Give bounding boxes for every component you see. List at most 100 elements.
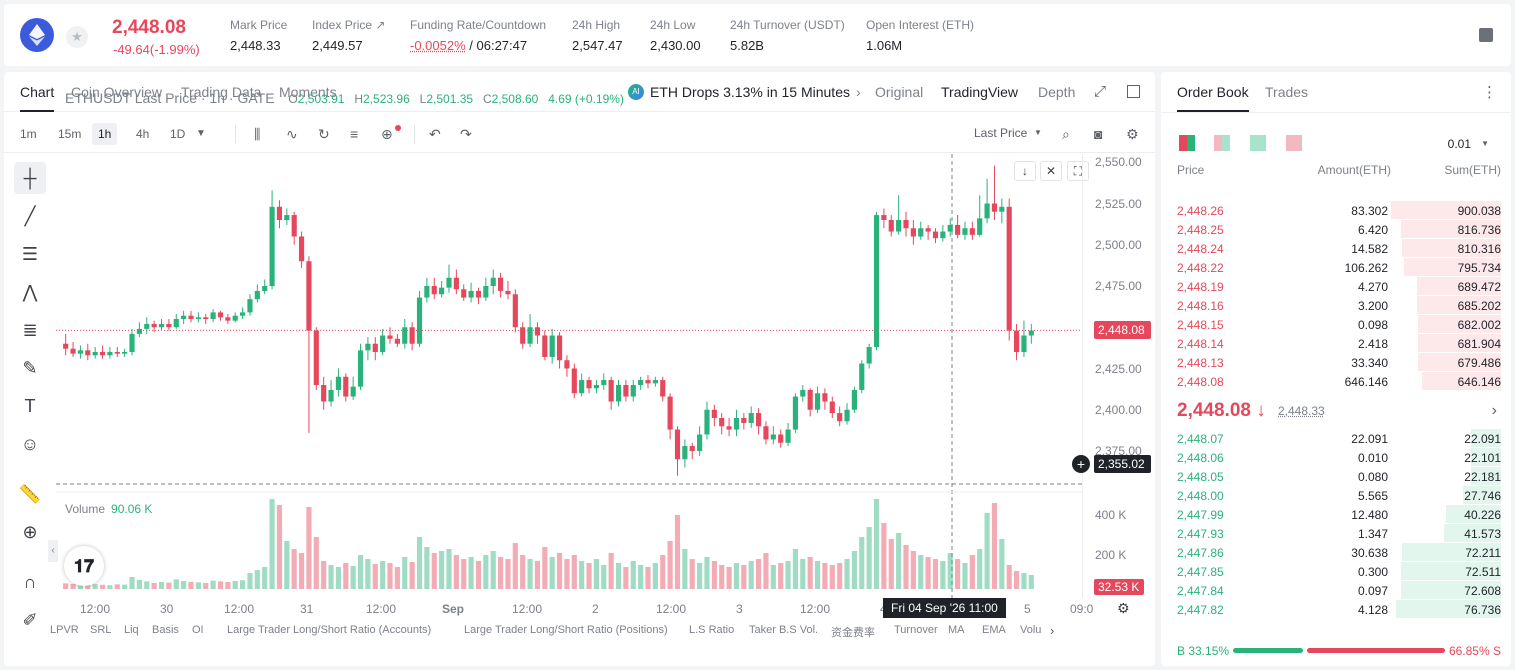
brush-icon[interactable]: ✎	[22, 357, 38, 378]
arrow-down-icon[interactable]: ↓	[1014, 161, 1036, 181]
replay-icon[interactable]: ↻	[318, 126, 330, 142]
add-order-icon[interactable]: +	[1072, 455, 1090, 473]
window-icon[interactable]	[1127, 85, 1140, 98]
interval-1m[interactable]: 1m	[20, 127, 37, 141]
search-icon[interactable]: ⌕	[1062, 126, 1070, 142]
magnet-icon[interactable]: ∩	[23, 571, 37, 592]
pencil-lock-icon[interactable]: ✐	[22, 609, 38, 630]
volume-bar	[85, 585, 91, 589]
indicator-item[interactable]: Liq	[124, 624, 139, 636]
order-row[interactable]: 2,447.99 12.480 40.226	[1161, 505, 1511, 524]
favorite-star-icon[interactable]: ★	[66, 26, 88, 48]
guide-book-icon[interactable]	[1479, 28, 1493, 42]
view-asks-bids-icon[interactable]	[1214, 135, 1230, 151]
order-row[interactable]: 2,448.00 5.565 27.746	[1161, 486, 1511, 505]
redo-icon[interactable]: ↷	[460, 126, 472, 142]
pattern-icon[interactable]: ⋀	[22, 281, 38, 302]
stat-index-price[interactable]: Index Price ↗ 2,449.57	[312, 18, 385, 53]
indicator-item[interactable]: Volu	[1020, 624, 1042, 636]
order-row[interactable]: 2,448.08 646.146 646.146	[1161, 372, 1511, 391]
tab-order-book[interactable]: Order Book	[1177, 84, 1249, 112]
tab-trades[interactable]: Trades	[1265, 84, 1309, 100]
indicator-item[interactable]: L.S Ratio	[689, 624, 735, 636]
indicator-item[interactable]: Basis	[152, 624, 179, 636]
tab-coin-overview[interactable]: Coin Overview	[71, 84, 163, 100]
collapse-icon[interactable]: ✕	[1040, 161, 1062, 181]
order-row[interactable]: 2,447.85 0.300 72.511	[1161, 562, 1511, 581]
candle-body	[151, 323, 157, 328]
undo-icon[interactable]: ↶	[429, 126, 441, 142]
order-row[interactable]: 2,447.93 1.347 41.573	[1161, 524, 1511, 543]
view-depth[interactable]: Depth	[1038, 84, 1076, 100]
interval-1d[interactable]: 1D	[170, 127, 186, 141]
templates-icon[interactable]: ≡	[350, 126, 359, 142]
price-type-select[interactable]: Last Price	[974, 126, 1028, 140]
candle-type-icon[interactable]: ⫼	[254, 126, 261, 142]
crosshair-icon[interactable]: ┼	[14, 162, 46, 194]
order-row[interactable]: 2,448.14 2.418 681.904	[1161, 334, 1511, 353]
order-row[interactable]: 2,448.25 6.420 816.736	[1161, 220, 1511, 239]
order-row[interactable]: 2,448.15 0.098 682.002	[1161, 315, 1511, 334]
trendline-icon[interactable]: ╱	[24, 205, 36, 226]
tab-moments[interactable]: Moments	[279, 84, 337, 100]
expand-icon[interactable]: ⤢	[1094, 83, 1107, 100]
indicator-item[interactable]: LPVR	[50, 624, 79, 636]
settings-icon[interactable]: ⚙	[1117, 600, 1130, 616]
indicator-scroll-right-icon[interactable]: ›	[1050, 623, 1055, 638]
indicators-icon[interactable]: ∿	[286, 126, 298, 142]
precision-select[interactable]: 0.01	[1447, 137, 1471, 151]
indicator-item[interactable]: MA	[948, 624, 965, 636]
news-alert[interactable]: AI ETH Drops 3.13% in 15 Minutes ›	[628, 84, 861, 100]
view-both-icon[interactable]	[1179, 135, 1195, 151]
view-tradingview[interactable]: TradingView	[941, 84, 1019, 100]
interval-4h[interactable]: 4h	[136, 127, 150, 141]
order-row[interactable]: 2,448.19 4.270 689.472	[1161, 277, 1511, 296]
order-row[interactable]: 2,448.13 33.340 679.486	[1161, 353, 1511, 372]
indicator-item[interactable]: Large Trader Long/Short Ratio (Positions…	[464, 624, 668, 636]
indicator-item[interactable]: EMA	[982, 624, 1006, 636]
indicator-item[interactable]: Large Trader Long/Short Ratio (Accounts)	[227, 624, 432, 636]
order-row[interactable]: 2,447.82 4.128 76.736	[1161, 600, 1511, 619]
tradingview-logo-icon[interactable]: 𝟏𝟕	[64, 546, 104, 586]
order-row[interactable]: 2,448.24 14.582 810.316	[1161, 239, 1511, 258]
add-alert-icon[interactable]: ⊕	[381, 126, 393, 142]
chevron-down-icon[interactable]: ▼	[1481, 139, 1489, 148]
order-row[interactable]: 2,447.84 0.097 72.608	[1161, 581, 1511, 600]
camera-icon[interactable]: ◙	[1094, 126, 1103, 142]
interval-15m[interactable]: 15m	[58, 127, 82, 141]
indicator-item[interactable]: OI	[192, 624, 204, 636]
order-row[interactable]: 2,448.16 3.200 685.202	[1161, 296, 1511, 315]
order-row[interactable]: 2,448.26 83.302 900.038	[1161, 201, 1511, 220]
candlestick-chart[interactable]	[56, 154, 1082, 599]
order-row[interactable]: 2,447.86 30.638 72.211	[1161, 543, 1511, 562]
order-row[interactable]: 2,448.07 22.091 22.091	[1161, 429, 1511, 448]
tab-chart[interactable]: Chart	[20, 84, 55, 112]
price-axis[interactable]	[1082, 154, 1151, 598]
indicator-item[interactable]: Taker B.S Vol.	[749, 624, 819, 636]
order-row[interactable]: 2,448.22 106.262 795.734	[1161, 258, 1511, 277]
chevron-down-icon[interactable]: ▼	[1034, 128, 1042, 137]
text-icon[interactable]: T	[24, 395, 36, 416]
horizontal-lines-icon[interactable]: ☰	[21, 243, 39, 264]
order-row[interactable]: 2,448.06 0.010 22.101	[1161, 448, 1511, 467]
collapse-toolbar-icon[interactable]: ‹	[48, 540, 58, 562]
fullscreen-icon[interactable]: ⛶	[1067, 161, 1089, 181]
chevron-right-icon[interactable]: ›	[1491, 402, 1497, 419]
tab-trading-data[interactable]: Trading Data	[181, 84, 262, 100]
order-row[interactable]: 2,448.05 0.080 22.181	[1161, 467, 1511, 486]
zoom-in-icon[interactable]: ⊕	[22, 521, 38, 542]
fib-icon[interactable]: ≣	[22, 319, 38, 340]
ruler-icon[interactable]: 📏	[18, 483, 42, 504]
indicator-item[interactable]: Turnover	[894, 624, 938, 636]
indicator-item[interactable]: SRL	[90, 624, 112, 636]
more-menu-icon[interactable]: ⋮	[1482, 84, 1497, 101]
view-asks-icon[interactable]	[1286, 135, 1302, 151]
indicator-item[interactable]: 资金费率	[831, 627, 875, 639]
view-bids-icon[interactable]	[1250, 135, 1266, 151]
interval-1h[interactable]: 1h	[92, 123, 118, 145]
gear-icon[interactable]: ⚙	[1126, 126, 1139, 142]
candle-body	[615, 385, 622, 402]
interval-dropdown-icon[interactable]: ▼	[196, 128, 206, 139]
emoji-icon[interactable]: ☺	[20, 433, 40, 454]
view-original[interactable]: Original	[875, 84, 924, 100]
